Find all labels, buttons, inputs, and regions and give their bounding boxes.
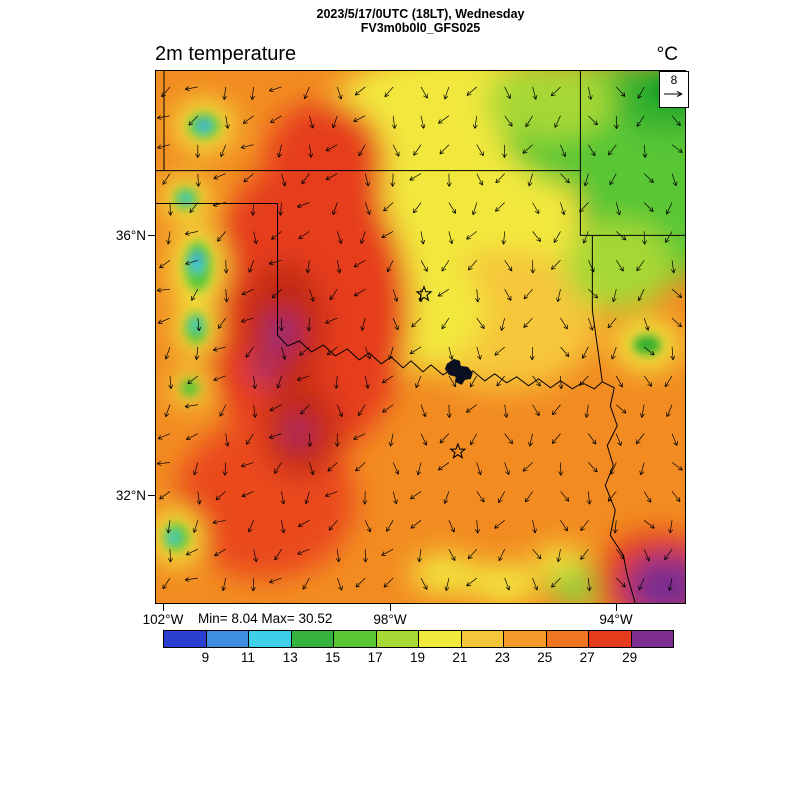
colorbar-tick-label: 21 <box>452 650 468 665</box>
colorbar-tick-label: 29 <box>622 650 638 665</box>
wind-reference-legend: 8 <box>659 71 689 108</box>
valid-time-title: 2023/5/17/0UTC (18LT), Wednesday <box>316 7 525 21</box>
colorbar-cell <box>589 631 632 647</box>
colorbar-tick-label: 13 <box>282 650 298 665</box>
colorbar-cell <box>164 631 207 647</box>
lon-label-102w: 102°W <box>142 612 184 627</box>
lon-tick-98w <box>390 604 391 611</box>
lat-tick-36n <box>148 235 155 236</box>
lat-tick-32n <box>148 495 155 496</box>
colorbar-tick-label: 11 <box>240 650 255 665</box>
lon-tick-94w <box>616 604 617 611</box>
lake-texoma <box>444 358 473 385</box>
colorbar-tick-label: 23 <box>494 650 510 665</box>
temperature-field <box>156 71 685 603</box>
colorbar-cell <box>291 631 334 647</box>
temperature-map <box>156 71 685 603</box>
colorbar-tick-label: 19 <box>409 650 426 665</box>
wind-reference-value: 8 <box>670 73 678 87</box>
lat-label-32n: 32°N <box>115 488 146 503</box>
colorbar-cell <box>206 631 249 647</box>
city-star-marker <box>449 442 467 459</box>
lon-tick-102w <box>163 604 164 611</box>
colorbar-tick-label: 9 <box>201 650 210 665</box>
colorbar-cell <box>419 631 462 647</box>
model-run-title: FV3m0b0l0_GFS025 <box>360 21 481 35</box>
units-label: °C <box>656 44 678 65</box>
colorbar-cell <box>249 631 292 647</box>
city-markers <box>415 285 467 459</box>
wind-arrows <box>156 86 683 592</box>
colorbar <box>163 630 674 648</box>
red-river-border <box>277 334 603 390</box>
lat-label-36n: 36°N <box>115 228 146 243</box>
minmax-label: Min= 8.04 Max= 30.52 <box>198 611 333 626</box>
colorbar-cell <box>376 631 419 647</box>
wind-reference-arrow-icon <box>664 91 683 97</box>
city-star-marker <box>415 285 433 302</box>
colorbar-cell <box>334 631 377 647</box>
colorbar-cell <box>546 631 589 647</box>
colorbar-tick-label: 27 <box>579 650 595 665</box>
missouri-arkansas-border <box>579 71 685 382</box>
map-panel <box>155 70 686 604</box>
colorbar-tick-label: 25 <box>537 650 553 665</box>
colorbar-tick-label: 15 <box>325 650 341 665</box>
colorbar-cell <box>461 631 504 647</box>
colorbar-cell <box>631 631 673 647</box>
plot-title: 2m temperature <box>155 43 297 65</box>
lon-label-98w: 98°W <box>373 612 407 627</box>
lon-label-94w: 94°W <box>599 612 633 627</box>
colorbar-cell <box>504 631 547 647</box>
colorbar-tick-label: 17 <box>367 650 383 665</box>
